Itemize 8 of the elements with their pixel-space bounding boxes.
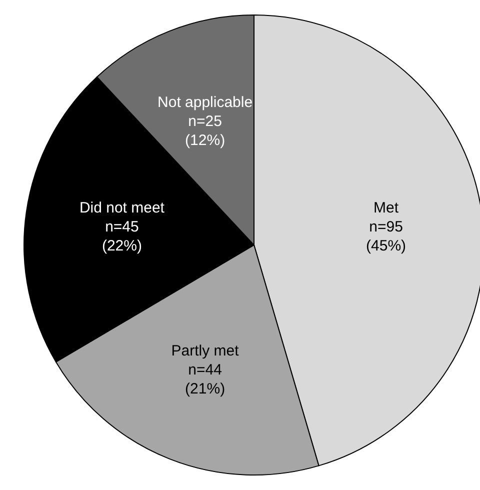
slice-label: Met	[374, 199, 400, 216]
data-label: n=45 (22%)	[102, 218, 142, 254]
data-label: n=25 (12%)	[185, 113, 226, 150]
slice-label: Not applicable	[158, 94, 253, 112]
slice-label: Did not meet	[79, 199, 166, 216]
data-label: n=44 (21%)	[185, 361, 226, 398]
slice-label: Partly met	[171, 342, 240, 360]
data-label: n=95 (45%)	[366, 218, 406, 254]
